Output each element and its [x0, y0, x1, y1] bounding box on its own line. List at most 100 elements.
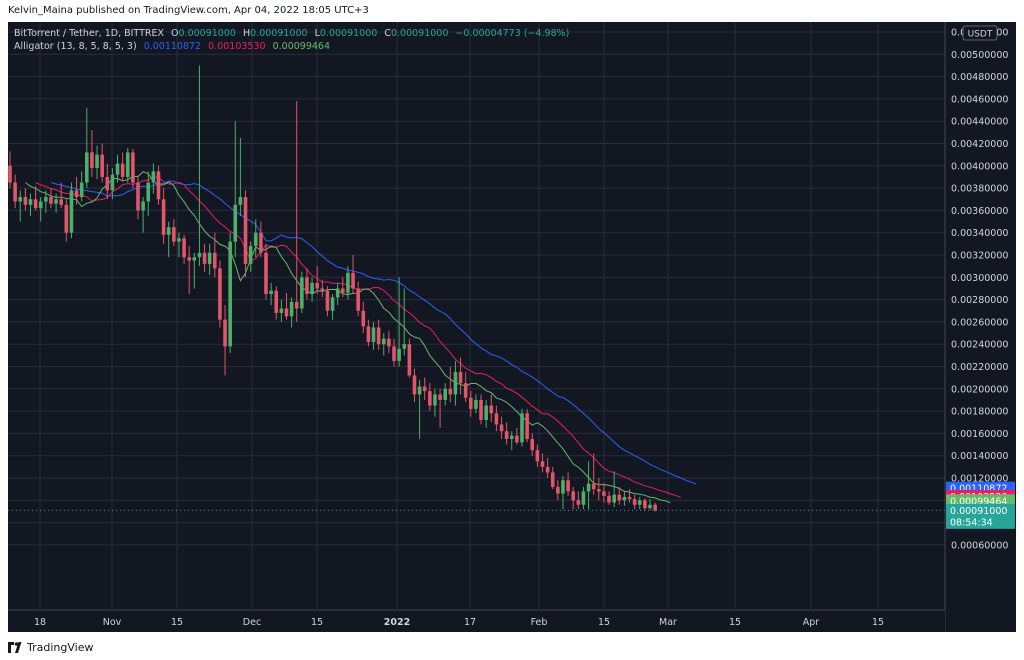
candle-body[interactable] [637, 500, 642, 505]
candle-body[interactable] [535, 450, 540, 462]
candle-body[interactable] [156, 171, 161, 200]
candle-body[interactable] [300, 277, 304, 309]
candle-body[interactable] [18, 197, 23, 202]
candle-body[interactable] [279, 308, 284, 313]
candle-body[interactable] [622, 496, 627, 501]
candle-body[interactable] [346, 272, 350, 293]
candle-body[interactable] [458, 372, 463, 384]
candle-body[interactable] [197, 252, 202, 258]
candle-body[interactable] [100, 154, 104, 177]
candle-body[interactable] [591, 483, 596, 490]
candle-body[interactable] [561, 480, 565, 494]
candle-body[interactable] [325, 290, 330, 311]
candle-body[interactable] [474, 399, 478, 409]
candle-body[interactable] [284, 308, 289, 317]
candle-body[interactable] [428, 391, 432, 406]
candle-body[interactable] [356, 288, 360, 311]
candle-body[interactable] [187, 257, 191, 261]
candle-body[interactable] [602, 491, 606, 496]
candle-body[interactable] [484, 405, 488, 421]
currency-label[interactable]: USDT [968, 30, 993, 40]
candle-body[interactable] [141, 201, 145, 211]
candle-body[interactable] [335, 288, 340, 298]
candle-body[interactable] [612, 494, 616, 503]
candle-body[interactable] [632, 499, 637, 505]
candle-body[interactable] [499, 424, 504, 432]
candle-body[interactable] [504, 431, 509, 439]
candle-body[interactable] [110, 174, 115, 191]
candle-body[interactable] [545, 466, 550, 473]
candle-body[interactable] [253, 232, 258, 247]
tradingview-logo-icon[interactable] [8, 642, 22, 653]
candle-body[interactable] [448, 388, 453, 395]
candle-body[interactable] [294, 301, 299, 309]
candle-body[interactable] [49, 197, 53, 204]
currency-box[interactable] [962, 25, 998, 41]
candle-body[interactable] [74, 190, 79, 198]
candle-body[interactable] [54, 199, 58, 204]
candle-body[interactable] [146, 182, 151, 202]
candle-body[interactable] [151, 171, 156, 183]
candle-body[interactable] [576, 500, 581, 505]
candle-body[interactable] [453, 372, 458, 395]
candle-body[interactable] [274, 290, 279, 313]
candle-body[interactable] [44, 197, 48, 202]
candle-body[interactable] [192, 257, 197, 261]
candle-body[interactable] [351, 272, 355, 289]
candle-body[interactable] [581, 491, 586, 505]
candle-body[interactable] [407, 344, 412, 376]
candle-body[interactable] [494, 413, 499, 425]
candle-body[interactable] [361, 310, 366, 327]
candle-body[interactable] [597, 489, 601, 492]
candle-body[interactable] [433, 394, 437, 406]
candle-body[interactable] [489, 405, 494, 414]
candle-body[interactable] [131, 152, 135, 183]
candle-body[interactable] [571, 491, 575, 501]
candle-body[interactable] [233, 204, 238, 242]
candle-body[interactable] [85, 152, 89, 183]
candle-body[interactable] [617, 494, 622, 501]
candle-body[interactable] [23, 197, 28, 205]
tradingview-brand[interactable]: TradingView [27, 641, 94, 654]
candle-body[interactable] [115, 163, 120, 175]
candle-body[interactable] [166, 227, 171, 235]
candle-body[interactable] [341, 288, 345, 293]
candle-body[interactable] [38, 201, 43, 209]
candle-body[interactable] [392, 346, 396, 361]
candle-body[interactable] [269, 290, 273, 295]
candle-body[interactable] [238, 197, 243, 205]
candle-body[interactable] [525, 413, 529, 439]
candle-body[interactable] [33, 199, 38, 209]
candle-body[interactable] [443, 388, 447, 400]
candle-body[interactable] [515, 435, 519, 443]
candle-body[interactable] [371, 327, 376, 342]
candle-body[interactable] [520, 413, 524, 443]
candle-body[interactable] [463, 383, 468, 398]
candle-body[interactable] [223, 319, 227, 347]
candle-body[interactable] [320, 288, 325, 291]
candle-body[interactable] [172, 227, 176, 242]
candle-body[interactable] [177, 238, 181, 242]
candle-body[interactable] [627, 496, 632, 500]
candle-body[interactable] [366, 326, 371, 342]
candle-body[interactable] [648, 504, 652, 509]
candle-body[interactable] [69, 190, 74, 233]
candle-body[interactable] [202, 252, 207, 264]
candle-body[interactable] [136, 182, 140, 211]
candle-body[interactable] [556, 486, 560, 494]
candle-body[interactable] [125, 152, 130, 177]
candle-body[interactable] [182, 238, 186, 258]
candle-body[interactable] [13, 182, 17, 202]
candle-body[interactable] [289, 301, 294, 317]
candle-body[interactable] [530, 438, 535, 451]
candle-body[interactable] [315, 282, 319, 289]
candle-body[interactable] [402, 344, 407, 349]
candle-body[interactable] [540, 461, 545, 467]
candle-body[interactable] [330, 297, 335, 311]
candle-body[interactable] [422, 386, 427, 392]
candle-body[interactable] [95, 154, 99, 169]
candle-body[interactable] [8, 165, 12, 183]
candle-body[interactable] [566, 480, 570, 492]
candle-body[interactable] [120, 163, 125, 177]
candle-body[interactable] [469, 397, 473, 409]
